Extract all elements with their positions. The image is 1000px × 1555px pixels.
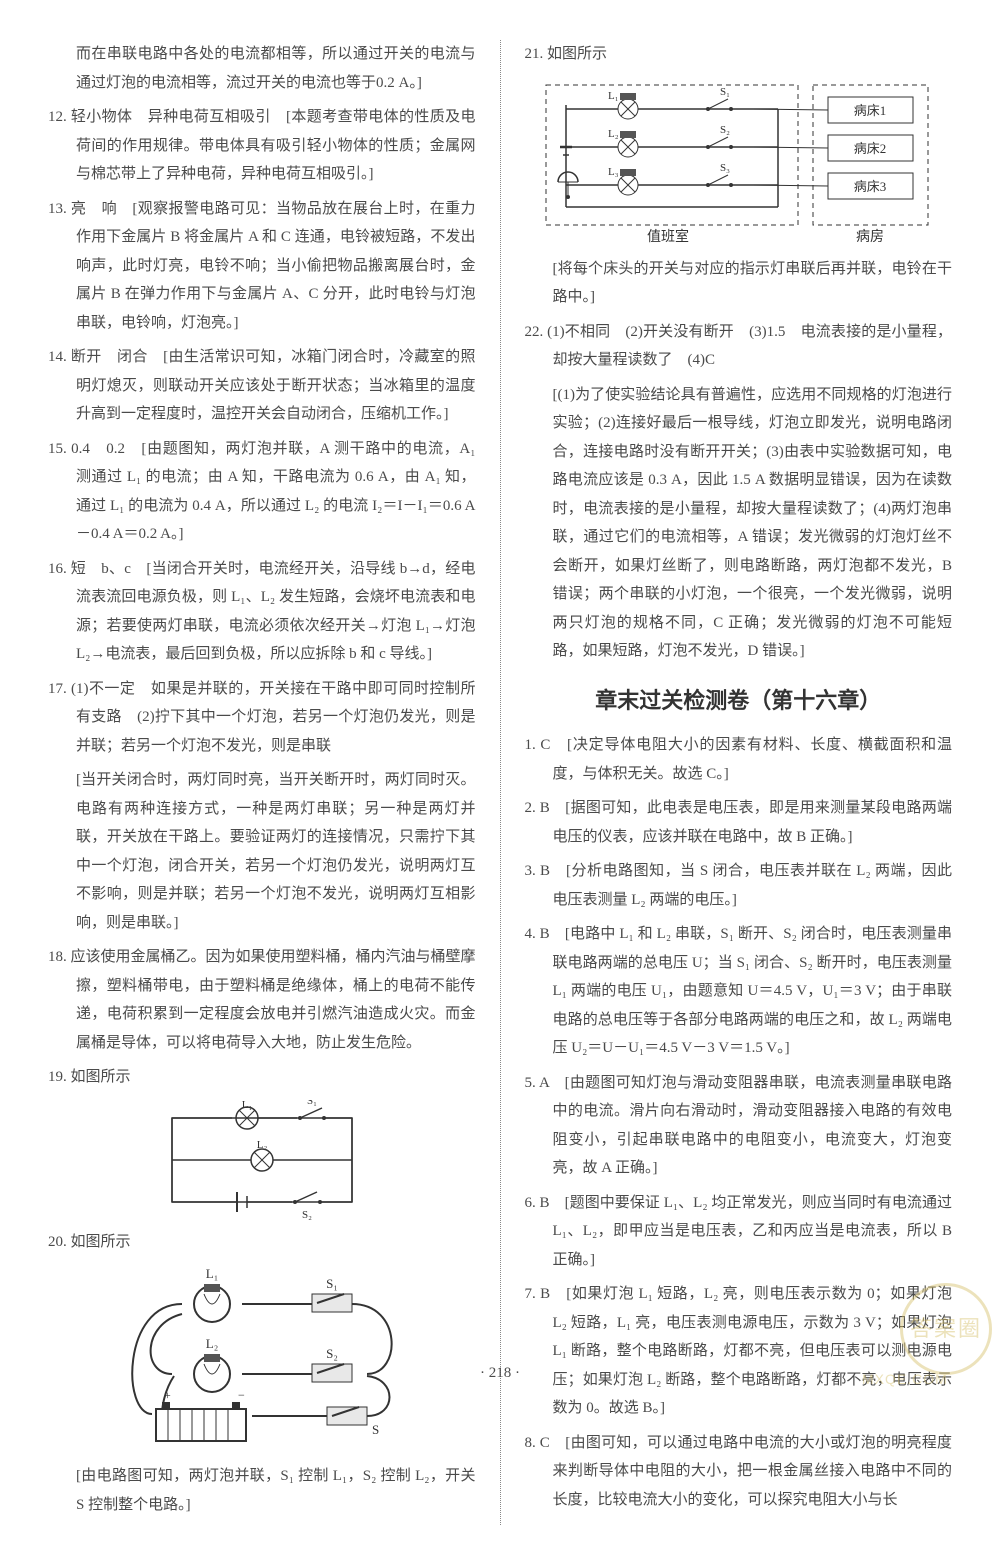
q13: 13. 亮 响 [观察报警电路可见：当物品放在展台上时，在重力作用下金属片 B …: [48, 195, 476, 338]
svg-text:L₁: L₁: [206, 1266, 218, 1281]
a1: 1. C [决定导体电阻大小的因素有材料、长度、横截面积和温度，与体积无关。故选…: [525, 731, 953, 788]
bed2: 病床2: [854, 141, 887, 156]
q22: 22. (1)不相同 (2)开关没有断开 (3)1.5 电流表接的是小量程，却按…: [525, 318, 953, 375]
section-title: 章末过关检测卷（第十六章）: [525, 680, 953, 722]
zone-right: 病房: [856, 229, 884, 245]
q12: 12. 轻小物体 异种电荷互相吸引 [本题考查带电体的性质及电荷间的作用规律。带…: [48, 103, 476, 189]
a7: 7. B [如果灯泡 L₁ 短路，L₂ 亮，则电压表示数为 0；如果灯泡 L₂ …: [525, 1280, 953, 1423]
svg-text:L₁: L₁: [241, 1100, 252, 1111]
l1-label: L₁: [608, 90, 619, 102]
a5: 5. A [由题图可知灯泡与滑动变阻器串联，电流表测量串联电路中的电流。滑片向右…: [525, 1069, 953, 1183]
column-divider: [500, 40, 501, 1525]
q15: 15. 0.4 0.2 [由题图知，两灯泡并联，A 测干路中的电流，A₁ 测通过…: [48, 435, 476, 549]
q16: 16. 短 b、c [当闭合开关时，电流经开关，沿导线 b→d，经电流表流回电源…: [48, 555, 476, 669]
svg-text:L₂: L₂: [206, 1336, 218, 1351]
figure-21: L₁ S₁ L₂ S₂ L₃: [525, 77, 953, 247]
q20-explain: [由电路图可知，两灯泡并联，S₁ 控制 L₁，S₂ 控制 L₂，开关 S 控制整…: [48, 1462, 476, 1519]
a8: 8. C [由图可知，可以通过电路中电流的大小或灯泡的明亮程度来判断导体中电阻的…: [525, 1429, 953, 1515]
q18: 18. 应该使用金属桶乙。因为如果使用塑料桶，桶内汽油与桶壁摩擦，塑料桶带电，由…: [48, 943, 476, 1057]
q22-explain: [(1)为了使实验结论具有普遍性，应选用不同规格的灯泡进行实验；(2)连接好最后…: [525, 381, 953, 666]
page-container: 而在串联电路中各处的电流都相等，所以通过开关的电流与通过灯泡的电流相等，流过开关…: [0, 0, 1000, 1555]
svg-text:S₁: S₁: [326, 1276, 338, 1291]
s1-label: S₁: [720, 86, 730, 98]
svg-text:S₁: S₁: [307, 1100, 317, 1107]
s2-label: S₂: [720, 124, 730, 136]
s3-label: S₃: [720, 162, 730, 174]
zone-left: 值班室: [647, 228, 689, 245]
bed1: 病床1: [854, 103, 887, 118]
l3-label: L₃: [608, 166, 619, 178]
pre-text: 而在串联电路中各处的电流都相等，所以通过开关的电流与通过灯泡的电流相等，流过开关…: [48, 40, 476, 97]
left-column: 而在串联电路中各处的电流都相等，所以通过开关的电流与通过灯泡的电流相等，流过开关…: [48, 40, 476, 1525]
a3: 3. B [分析电路图知，当 S 闭合，电压表并联在 L₂ 两端，因此电压表测量…: [525, 857, 953, 914]
q14: 14. 断开 闭合 [由生活常识可知，冰箱门闭合时，冷藏室的照明灯熄灭，则联动开…: [48, 343, 476, 429]
q20-label: 20. 如图所示: [48, 1228, 476, 1257]
svg-text:+: +: [164, 1388, 171, 1402]
q19-label: 19. 如图所示: [48, 1063, 476, 1092]
svg-text:L₂: L₂: [256, 1139, 267, 1151]
page-number: · 218 ·: [0, 1359, 1000, 1388]
q21-explain: [将每个床头的开关与对应的指示灯串联后再并联，电铃在干路中。]: [525, 255, 953, 312]
a2: 2. B [据图可知，此电表是电压表，即是用来测量某段电路两端电压的仪表，应该并…: [525, 794, 953, 851]
svg-text:S: S: [372, 1422, 379, 1437]
q21-label: 21. 如图所示: [525, 40, 953, 69]
q17: 17. (1)不一定 如果是并联的，开关接在干路中即可同时控制所有支路 (2)拧…: [48, 675, 476, 761]
right-column: 21. 如图所示: [525, 40, 953, 1525]
bed3: 病床3: [854, 179, 887, 194]
figure-19: L₁ S₁ L₂: [48, 1100, 476, 1220]
q17-explain: [当开关闭合时，两灯同时亮，当开关断开时，两灯同时灭。电路有两种连接方式，一种是…: [48, 766, 476, 937]
l2-label: L₂: [608, 128, 619, 140]
svg-text:−: −: [238, 1388, 245, 1402]
svg-text:S₂: S₂: [302, 1209, 312, 1220]
a4: 4. B [电路中 L₁ 和 L₂ 串联，S₁ 断开、S₂ 闭合时，电压表测量串…: [525, 920, 953, 1063]
a6: 6. B [题图中要保证 L₁、L₂ 均正常发光，则应当同时有电流通过 L₁、L…: [525, 1189, 953, 1275]
